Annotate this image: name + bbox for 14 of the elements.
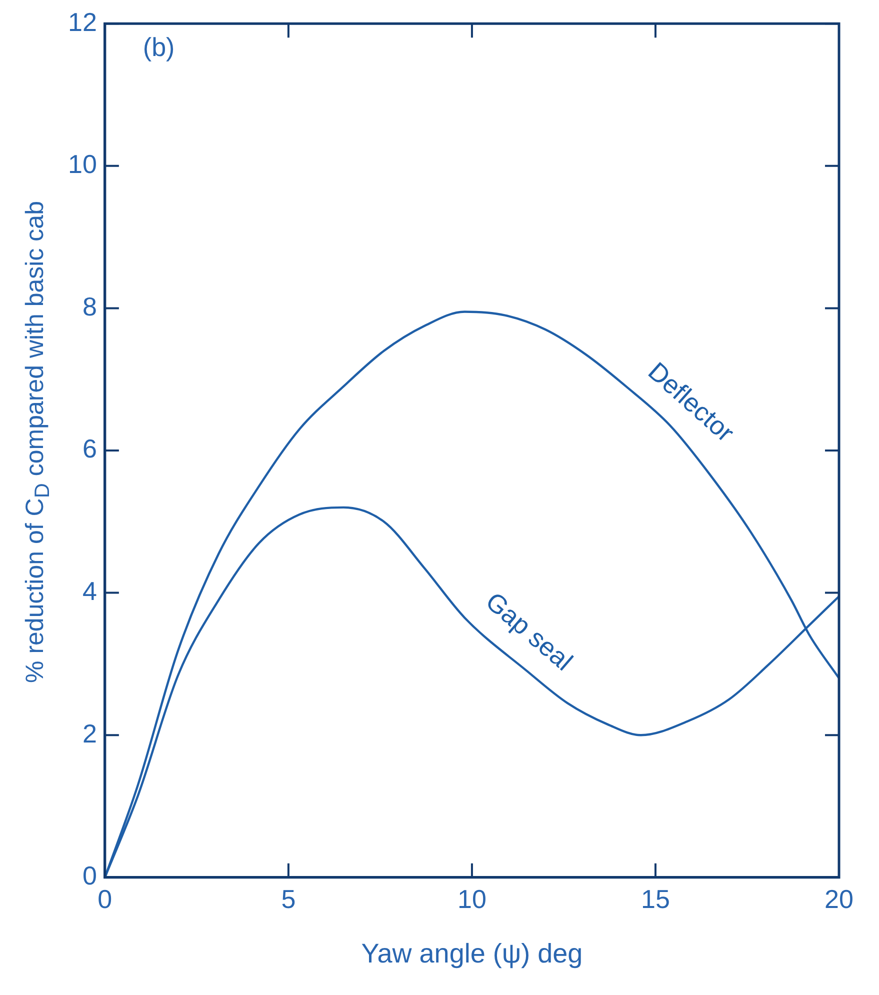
y-tick-label: 6 (82, 434, 97, 464)
y-tick-label: 8 (82, 291, 97, 322)
x-tick-label: 5 (281, 884, 296, 914)
y-tick-label: 12 (68, 6, 97, 37)
y-tick-label: 10 (68, 149, 97, 180)
annotation: (b) (142, 32, 175, 62)
text: Gap seal (480, 586, 579, 676)
x-tick-label: 15 (641, 884, 670, 914)
y-tick-label: 0 (82, 860, 97, 891)
y-tick-label: 2 (82, 718, 97, 748)
x-tick-label: 20 (824, 884, 854, 914)
y-tick-label: 4 (82, 576, 97, 606)
x-axis-title: Yaw angle (ψ) deg (361, 938, 583, 968)
x-tick-label: 10 (458, 884, 486, 914)
